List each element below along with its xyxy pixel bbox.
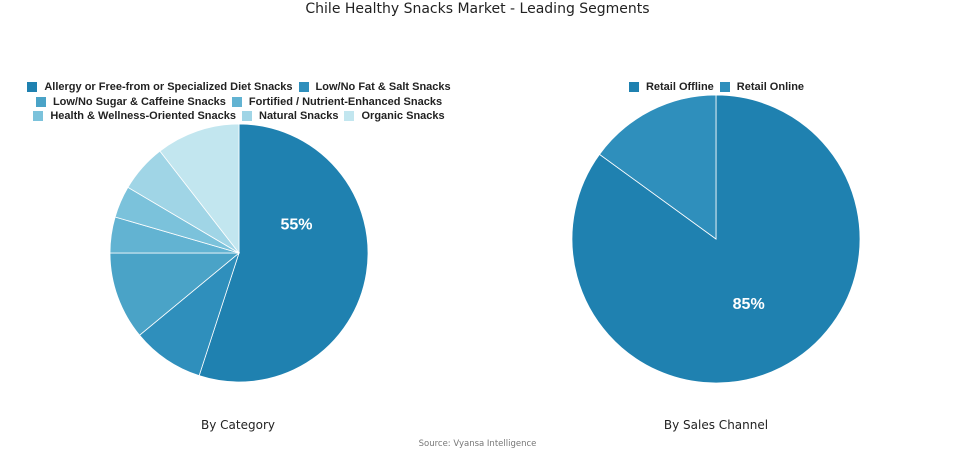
- chart-title: Chile Healthy Snacks Market - Leading Se…: [305, 1, 650, 17]
- legend-item: Organic Snacks: [344, 110, 445, 123]
- legend-item: Retail Offline: [628, 81, 714, 94]
- pie-data-label: 55%: [280, 217, 312, 234]
- pie-slice: [571, 94, 861, 384]
- source-note: Source: Vyansa Intelligence: [418, 439, 537, 449]
- legend-item: Natural Snacks: [242, 110, 338, 122]
- pie-slice: [198, 123, 369, 383]
- legend-item: Allergy or Free-from or Specialized Diet…: [27, 81, 293, 94]
- legend-item: Retail Online: [719, 81, 805, 94]
- legend-item: Fortified / Nutrient-Enhanced Snacks: [231, 95, 443, 108]
- legend-swatch: [628, 82, 639, 93]
- legend-category: Allergy or Free-from or Specialized Diet…: [0, 80, 478, 124]
- legend-swatch: [344, 111, 355, 122]
- subtitle-category: By Category: [201, 418, 275, 432]
- legend-label: Fortified / Nutrient-Enhanced Snacks: [248, 95, 443, 108]
- legend-label: Retail Online: [736, 81, 805, 94]
- legend-label: Low/No Sugar & Caffeine Snacks: [52, 95, 226, 108]
- pie-data-label: 85%: [733, 296, 765, 313]
- pie-slice: [109, 252, 241, 336]
- legend-swatch: [298, 82, 309, 93]
- legend-label: Health & Wellness-Oriented Snacks: [50, 110, 236, 123]
- legend-swatch: [242, 111, 252, 122]
- pie-slice: [159, 123, 240, 255]
- legend-swatch: [27, 82, 38, 93]
- legend-item: Low/No Fat & Salt Snacks: [298, 81, 451, 94]
- legend-swatch: [719, 82, 730, 93]
- legend-item: Health & Wellness-Oriented Snacks: [33, 110, 236, 122]
- legend-item: Low/No Sugar & Caffeine Snacks: [35, 95, 226, 108]
- legend-label: Retail Offline: [645, 81, 714, 94]
- legend-label: Organic Snacks: [361, 110, 445, 123]
- pie-slice: [598, 94, 717, 240]
- legend-swatch: [231, 96, 242, 107]
- legend-swatch: [35, 96, 46, 107]
- legend-sales-channel: Retail Offline Retail Online: [478, 80, 955, 95]
- legend-label: Natural Snacks: [259, 110, 339, 123]
- legend-swatch: [33, 111, 44, 122]
- legend-label: Allergy or Free-from or Specialized Diet…: [44, 81, 293, 94]
- subtitle-sales-channel: By Sales Channel: [663, 418, 769, 432]
- legend-label: Low/No Fat & Salt Snacks: [315, 81, 451, 94]
